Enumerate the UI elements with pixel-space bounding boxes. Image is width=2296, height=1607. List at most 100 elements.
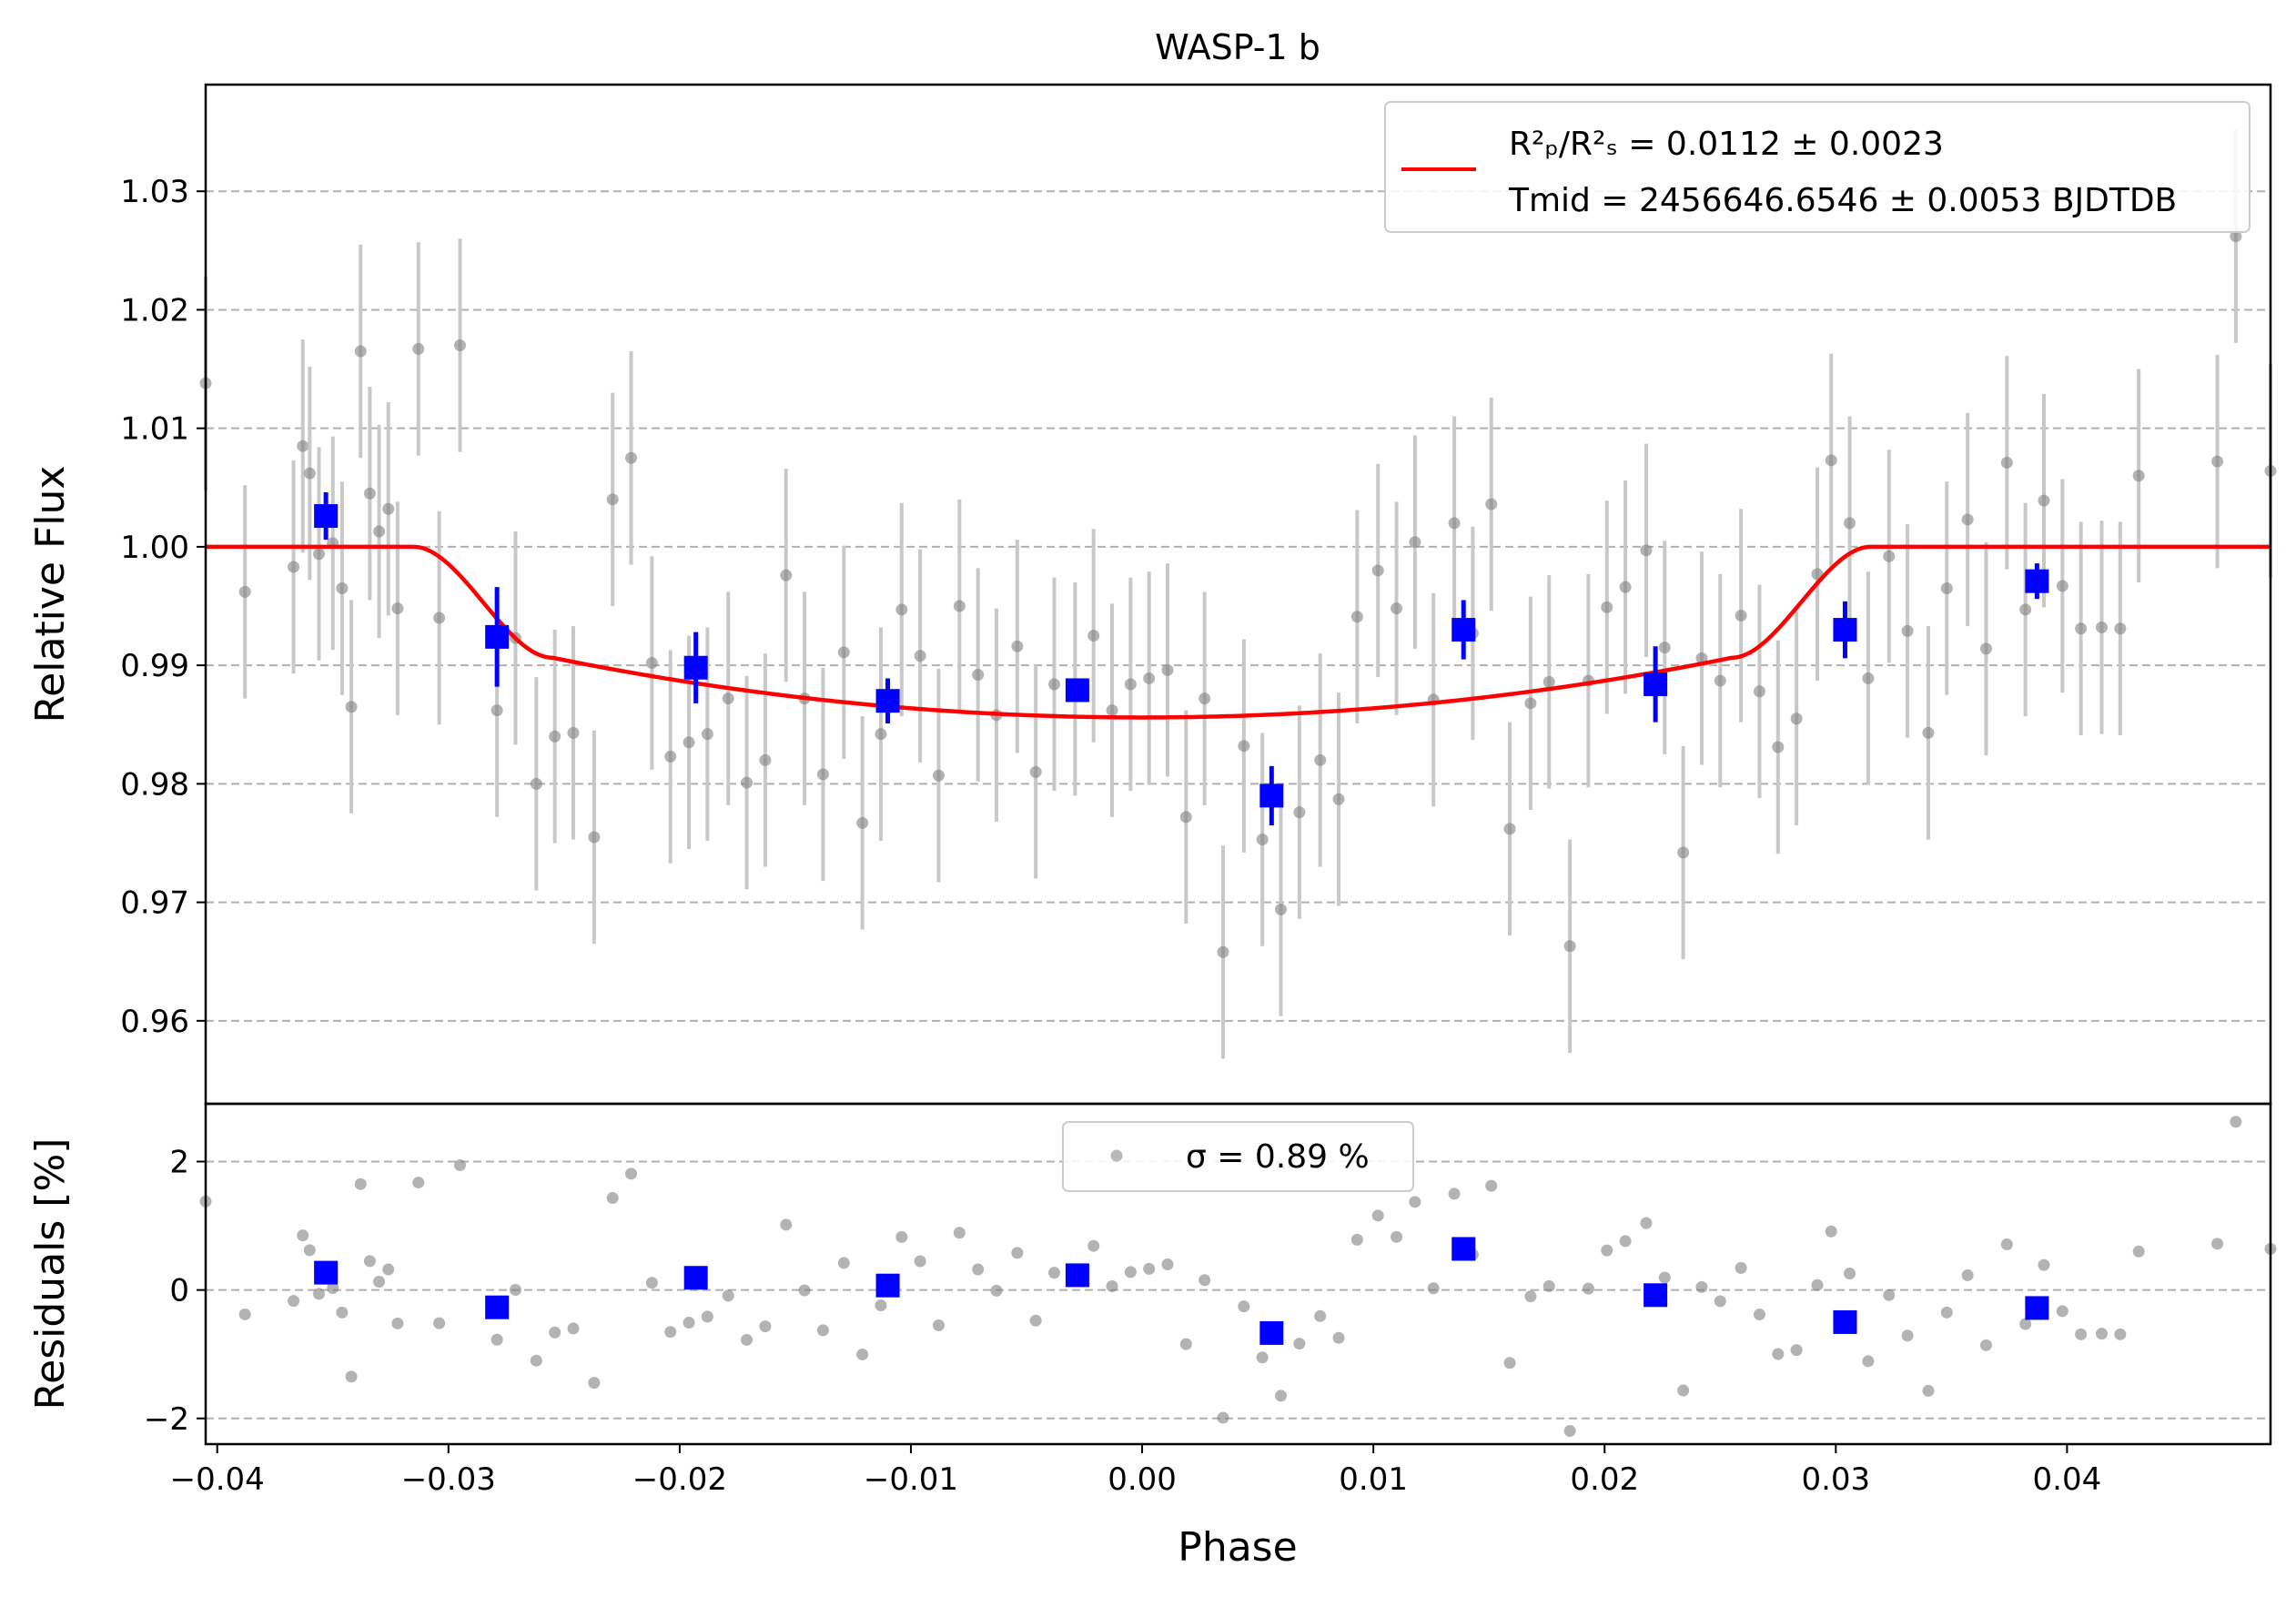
legend-sigma-text: σ = 0.89 %: [1186, 1138, 1370, 1176]
raw-point: [588, 831, 601, 844]
raw-point: [288, 561, 300, 573]
binned-residual-point: [485, 1295, 510, 1319]
raw-residual-point: [238, 1308, 251, 1320]
raw-residual-point: [914, 1255, 926, 1268]
raw-point: [741, 776, 754, 789]
raw-point: [2211, 455, 2224, 468]
raw-residual-point: [606, 1191, 619, 1204]
x-tick-label: 0.02: [1570, 1461, 1639, 1498]
raw-point: [2230, 230, 2242, 243]
raw-point: [932, 769, 945, 782]
raw-point: [412, 342, 425, 355]
x-ticks: −0.04 −0.03 −0.02 −0.01 0.00 0.01 0.02 0.03 0.04: [170, 1444, 2101, 1498]
raw-residual-point: [1677, 1384, 1690, 1397]
top-y-tick-label: 0.99: [120, 648, 189, 684]
raw-point: [453, 339, 466, 352]
legend-residual-marker: [1110, 1149, 1123, 1162]
raw-residual-point: [1753, 1309, 1765, 1321]
raw-residual-point: [1409, 1196, 1421, 1208]
raw-residual-point: [972, 1263, 985, 1276]
raw-point: [701, 728, 713, 741]
bottom-y-tick-label: −2: [144, 1401, 189, 1438]
raw-point: [2075, 622, 2088, 635]
raw-residual-point: [1844, 1268, 1856, 1280]
x-tick-label: −0.04: [170, 1461, 265, 1498]
raw-residual-point: [2114, 1328, 2127, 1340]
raw-residual-point: [1542, 1279, 1555, 1292]
raw-residual-point: [1106, 1280, 1118, 1292]
raw-residual-point: [1862, 1355, 1875, 1368]
raw-point: [953, 600, 966, 612]
raw-point: [1524, 697, 1537, 710]
raw-point: [895, 603, 908, 616]
bottom-y-tick-label: 2: [169, 1145, 189, 1181]
raw-residual-point: [856, 1348, 869, 1360]
raw-residual-point: [816, 1324, 829, 1337]
raw-point: [1901, 624, 1914, 637]
raw-residual-point: [1217, 1411, 1229, 1424]
raw-residual-point: [382, 1263, 395, 1276]
bottom-y-ticks: −2 0 2: [144, 1145, 206, 1438]
bottom-legend: σ = 0.89 %: [1062, 1121, 1414, 1192]
raw-residual-point: [1011, 1247, 1024, 1259]
top-y-axis-label: Relative Flux: [27, 466, 74, 723]
raw-residual-point: [297, 1229, 309, 1242]
raw-residual-point: [1087, 1239, 1100, 1252]
raw-residual-point: [759, 1320, 772, 1333]
raw-residual-point: [1714, 1295, 1726, 1308]
raw-residual-point: [953, 1227, 966, 1239]
raw-point: [1124, 678, 1137, 691]
raw-point: [530, 777, 542, 790]
bottom-legend-box: [1062, 1121, 1414, 1192]
raw-residual-point: [895, 1230, 908, 1243]
raw-point: [1048, 678, 1061, 691]
raw-point: [1862, 672, 1875, 684]
raw-point: [313, 548, 326, 561]
binned-residual-point: [1451, 1237, 1476, 1261]
raw-point: [2038, 494, 2050, 507]
top-legend: R²ₚ/R²ₛ = 0.0112 ± 0.0023 Tmid = 2456646…: [1384, 101, 2250, 233]
raw-point: [759, 753, 772, 766]
raw-point: [1448, 517, 1461, 530]
top-y-ticks: 0.96 0.97 0.98 0.99 1.00 1.01 1.02 1.03: [120, 174, 206, 1040]
binned-point: [875, 689, 900, 713]
raw-point: [1106, 704, 1118, 717]
binned-point: [683, 655, 708, 680]
raw-residual-point: [1563, 1425, 1576, 1438]
raw-residual-point: [1979, 1339, 1992, 1351]
raw-residual-point: [645, 1277, 658, 1289]
raw-point: [1199, 692, 1211, 705]
raw-point: [1677, 846, 1690, 859]
top-y-tick-label: 0.96: [120, 1004, 189, 1040]
raw-point: [363, 487, 376, 500]
raw-residual-point: [567, 1322, 580, 1335]
raw-residual-point: [2211, 1238, 2224, 1250]
bottom-y-tick-label: 0: [169, 1273, 189, 1309]
raw-point: [1029, 765, 1042, 778]
raw-residual-point: [336, 1306, 349, 1319]
x-tick-label: 0.00: [1108, 1461, 1177, 1498]
x-tick-label: 0.01: [1339, 1461, 1408, 1498]
x-tick-label: 0.03: [1801, 1461, 1870, 1498]
top-y-tick-label: 0.98: [120, 766, 189, 803]
raw-residual-point: [433, 1317, 446, 1329]
raw-residual-point: [1640, 1217, 1653, 1229]
raw-residual-point: [932, 1319, 945, 1331]
top-y-tick-label: 1.00: [120, 530, 189, 566]
raw-residual-point: [391, 1317, 404, 1329]
raw-point: [722, 692, 734, 705]
raw-residual-point: [1735, 1261, 1747, 1274]
binned-point: [1833, 618, 1857, 642]
raw-point: [297, 440, 309, 452]
raw-residual-point: [664, 1326, 677, 1339]
x-tick-label: −0.01: [864, 1461, 958, 1498]
binned-point: [314, 504, 339, 529]
raw-point: [1217, 945, 1229, 958]
raw-residual-point: [1922, 1384, 1935, 1397]
raw-point: [345, 701, 358, 713]
raw-residual-point: [741, 1333, 754, 1346]
top-y-tick-label: 1.02: [120, 292, 189, 328]
raw-point: [1825, 454, 1837, 467]
raw-point: [606, 493, 619, 506]
x-tick-label: −0.02: [632, 1461, 727, 1498]
